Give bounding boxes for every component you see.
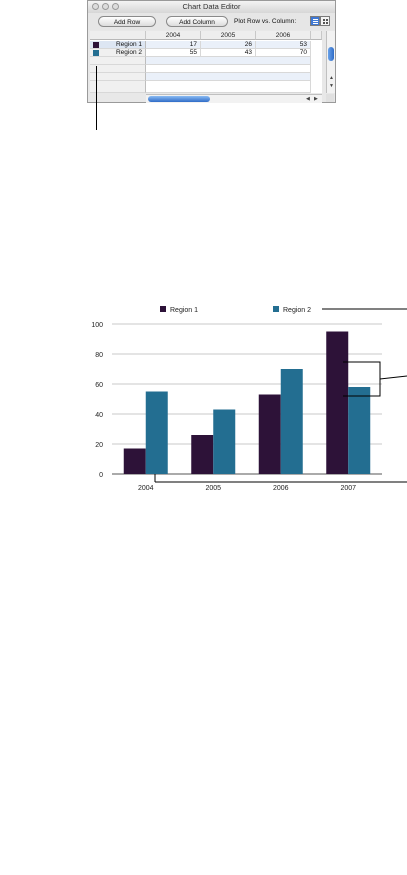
minimize-window-button[interactable] xyxy=(102,3,109,10)
data-cell[interactable]: 55 xyxy=(146,49,201,57)
legend-swatch xyxy=(273,306,279,312)
bars-callout-line xyxy=(379,375,407,380)
empty-row-header[interactable] xyxy=(90,73,146,81)
column-header[interactable]: 2005 xyxy=(201,31,256,40)
y-tick-label: 80 xyxy=(95,352,103,359)
rows-icon-line xyxy=(313,19,318,20)
editor-toolbar: Add Row Add Column Plot Row vs. Column: xyxy=(88,13,335,30)
data-cell[interactable]: 53 xyxy=(256,41,311,49)
chart-data-editor-window: Chart Data Editor Add Row Add Column Plo… xyxy=(87,0,336,103)
rows-icon-line xyxy=(313,21,318,22)
chart-x-tick-labels: 2004 2005 2006 2007 xyxy=(138,485,356,492)
scroll-right-arrow-icon[interactable]: ▶ xyxy=(314,96,318,102)
row-header-region-2[interactable]: Region 2 xyxy=(90,49,146,57)
corner-header xyxy=(90,31,146,40)
columns-icon-dot xyxy=(326,19,328,21)
empty-row-header[interactable] xyxy=(90,57,146,65)
empty-row[interactable] xyxy=(146,57,311,65)
plot-rows-toggle[interactable] xyxy=(310,16,320,26)
region-1-color-swatch[interactable] xyxy=(93,42,99,48)
columns-icon-dot xyxy=(323,19,325,21)
x-tick-label: 2007 xyxy=(340,485,356,492)
resize-corner[interactable] xyxy=(326,94,334,102)
column-header-empty xyxy=(311,31,322,40)
row-label: Region 1 xyxy=(115,41,142,48)
empty-row[interactable] xyxy=(146,81,311,93)
empty-row[interactable] xyxy=(146,73,311,81)
horizontal-scrollbar[interactable]: ◀ ▶ xyxy=(146,94,322,103)
bar-region-1 xyxy=(123,448,146,474)
close-window-button[interactable] xyxy=(92,3,99,10)
region-2-color-swatch[interactable] xyxy=(93,50,99,56)
swatch-callout-line xyxy=(96,66,97,130)
y-tick-label: 40 xyxy=(95,412,103,419)
bar-region-2 xyxy=(213,409,236,474)
x-tick-label: 2004 xyxy=(138,485,154,492)
legend-label: Region 1 xyxy=(170,307,198,314)
chart-callouts xyxy=(154,308,407,483)
bar-region-1 xyxy=(191,435,214,474)
x-tick-label: 2006 xyxy=(273,485,289,492)
rows-icon-line xyxy=(313,23,318,24)
row-header-region-1[interactable]: Region 1 xyxy=(90,41,146,49)
y-tick-label: 60 xyxy=(95,382,103,389)
data-cell[interactable]: 43 xyxy=(201,49,256,57)
window-title: Chart Data Editor xyxy=(182,2,241,11)
bar-region-1 xyxy=(326,331,349,474)
add-column-button[interactable]: Add Column xyxy=(166,16,228,27)
legend-label: Region 2 xyxy=(283,307,311,314)
data-cell[interactable]: 70 xyxy=(256,49,311,57)
chart-bars xyxy=(123,331,371,474)
empty-row-header[interactable] xyxy=(90,81,146,93)
vertical-scrollbar[interactable]: ▲ ▼ xyxy=(326,31,335,93)
columns-icon-dot xyxy=(326,22,328,24)
x-tick-label: 2005 xyxy=(205,485,221,492)
empty-row[interactable] xyxy=(146,65,311,73)
data-grid: 2004 2005 2006 Region 1 17 26 53 Region … xyxy=(90,31,322,93)
data-cell[interactable]: 26 xyxy=(201,41,256,49)
chart-legend: Region 1 Region 2 xyxy=(160,306,311,314)
bar-region-1 xyxy=(258,394,281,474)
scroll-down-arrow-icon[interactable]: ▼ xyxy=(329,83,334,89)
y-tick-label: 100 xyxy=(91,322,103,329)
scroll-up-arrow-icon[interactable]: ▲ xyxy=(329,75,334,81)
y-tick-label: 0 xyxy=(99,472,103,479)
bar-region-2 xyxy=(280,369,303,474)
zoom-window-button[interactable] xyxy=(112,3,119,10)
plot-columns-toggle[interactable] xyxy=(320,16,330,26)
columns-icon-dot xyxy=(323,22,325,24)
horizontal-scroll-thumb[interactable] xyxy=(148,96,210,102)
vertical-scroll-thumb[interactable] xyxy=(328,47,334,61)
bar-region-2 xyxy=(348,387,371,474)
y-tick-label: 20 xyxy=(95,442,103,449)
column-header[interactable]: 2006 xyxy=(256,31,311,40)
plot-row-vs-column-label: Plot Row vs. Column: xyxy=(234,18,297,25)
bar-region-2 xyxy=(145,391,168,474)
empty-row-header[interactable] xyxy=(90,65,146,73)
row-label: Region 2 xyxy=(115,49,142,56)
chart-y-tick-labels: 0 20 40 60 80 100 xyxy=(91,322,103,479)
scroll-left-arrow-icon[interactable]: ◀ xyxy=(306,96,310,102)
add-row-button[interactable]: Add Row xyxy=(98,16,156,27)
legend-swatch xyxy=(160,306,166,312)
data-cell[interactable]: 17 xyxy=(146,41,201,49)
column-header[interactable]: 2004 xyxy=(146,31,201,40)
